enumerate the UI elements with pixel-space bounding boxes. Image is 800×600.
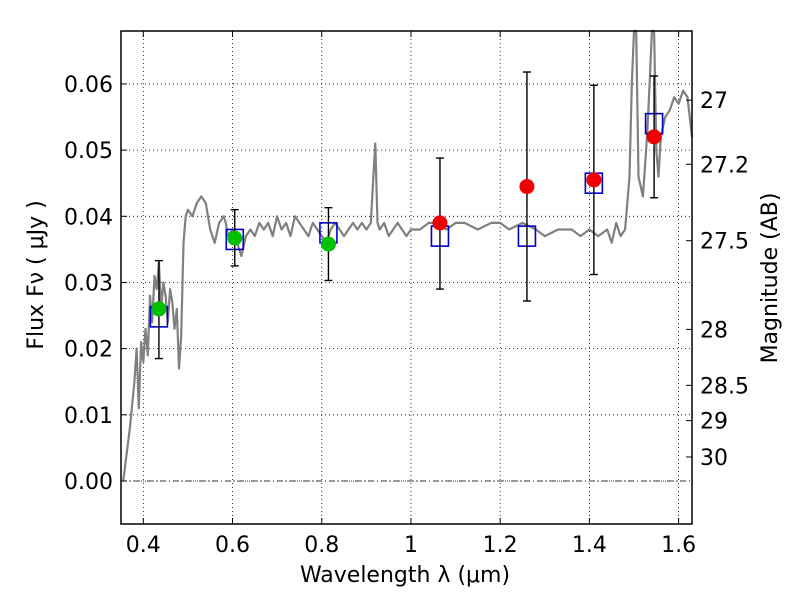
data-point (227, 230, 243, 246)
model-band-boxes (149, 112, 664, 328)
x-tick-label: 0.6 (215, 533, 250, 558)
data-point (646, 129, 662, 145)
y-tick-label: 0.01 (64, 404, 113, 429)
x-tick-label: 1.4 (572, 533, 607, 558)
y-axis-label: Flux Fν ( μJy ) (24, 200, 49, 349)
y-tick-label: 0.04 (64, 205, 113, 230)
model-spectrum (122, 29, 694, 482)
magnitude-tick-label: 27.5 (700, 230, 749, 255)
x-tick-label: 0.4 (126, 533, 161, 558)
grid-lines (121, 31, 692, 524)
data-point (586, 172, 602, 188)
y-tick-label: 0.03 (64, 271, 113, 296)
x-tick-label: 1.2 (483, 533, 518, 558)
magnitude-tick-label: 28.5 (700, 374, 749, 399)
magnitude-tick-label: 29 (700, 410, 728, 435)
y-tick-label: 0.06 (64, 73, 113, 98)
magnitude-tick-label: 27.2 (700, 153, 749, 178)
x-tick-labels: 0.4 0.6 0.8 1 1.2 1.4 1.6 (126, 533, 696, 558)
magnitude-tick-label: 27 (700, 89, 728, 114)
y-tick-label: 0.02 (64, 338, 113, 363)
data-point (320, 236, 336, 252)
x-tick-label: 0.8 (304, 533, 339, 558)
data-points (151, 129, 662, 317)
y-tick-labels: 0.00 0.01 0.02 0.03 0.04 0.05 0.06 (64, 73, 113, 495)
magnitude-tick-labels: 27 27.2 27.5 28 28.5 29 30 (700, 89, 749, 471)
data-point (519, 179, 535, 195)
x-tick-label: 1 (404, 533, 418, 558)
magnitude-axis-label: Magnitude (AB) (758, 193, 783, 364)
magnitude-tick-label: 30 (700, 446, 728, 471)
data-point (151, 301, 167, 317)
axis-ticks (121, 31, 692, 524)
data-point (432, 215, 448, 231)
spectrum-line (122, 29, 694, 482)
y-tick-label: 0.00 (64, 470, 113, 495)
x-axis-label: Wavelength λ (μm) (300, 563, 510, 588)
plot-frame (120, 30, 693, 525)
error-bars (154, 71, 659, 360)
magnitude-tick-label: 28 (700, 318, 728, 343)
y-tick-label: 0.05 (64, 139, 113, 164)
x-tick-label: 1.6 (661, 533, 696, 558)
